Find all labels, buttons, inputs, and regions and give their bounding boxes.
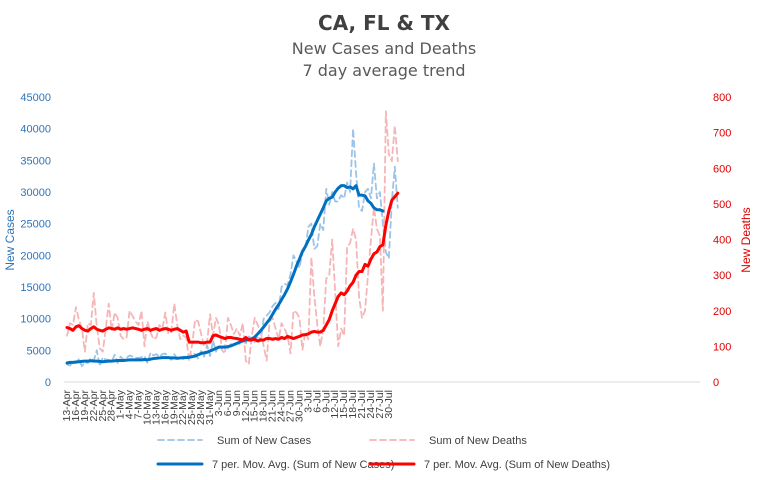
- y-left-tick-label: 5000: [27, 345, 51, 357]
- x-tick-label: 27-Jun: [285, 390, 297, 422]
- y-right-tick-label: 400: [713, 235, 731, 247]
- y-right-tick-label: 500: [713, 199, 731, 211]
- y-left-tick-label: 20000: [20, 250, 51, 262]
- plot-area: 0500010000150002000025000300003500040000…: [20, 92, 731, 425]
- y-right-tick-label: 100: [713, 341, 731, 353]
- legend: Sum of New Cases Sum of New Deaths 7 per. …: [156, 435, 610, 471]
- x-tick-label: 13-Apr: [61, 389, 73, 421]
- x-tick-label: 30-Jun: [293, 390, 305, 422]
- x-tick-label: 22-May: [177, 389, 189, 425]
- x-tick-label: 16-Apr: [70, 389, 82, 421]
- legend-label: 7 per. Mov. Avg. (Sum of New Deaths): [424, 459, 610, 471]
- 7-per-mov-avg-sum-of-new-deaths-line: [65, 191, 400, 345]
- x-tick-label: 31-May: [204, 389, 216, 425]
- y-left-tick-label: 45000: [20, 92, 51, 104]
- x-tick-label: 6-Jul: [311, 390, 323, 413]
- legend-label: 7 per. Mov. Avg. (Sum of New Cases): [212, 459, 394, 471]
- y-right-tick-label: 200: [713, 306, 731, 318]
- sum-of-new-deaths-line: [66, 110, 399, 366]
- x-tick-label: 3-Jul: [302, 390, 314, 413]
- x-tick-label: 13-May: [150, 389, 162, 425]
- x-tick-label: 4-May: [124, 389, 136, 419]
- y-left-tick-label: 10000: [20, 314, 51, 326]
- x-tick-label: 21-Jul: [356, 390, 368, 419]
- x-tick-label: 16-May: [159, 389, 171, 425]
- y-right-tick-label: 0: [713, 377, 719, 389]
- y-right-tick-label: 700: [713, 128, 731, 140]
- x-tick-label: 27-Jul: [374, 390, 386, 419]
- x-tick-label: 9-Jun: [231, 390, 243, 416]
- y-left-tick-label: 15000: [20, 282, 51, 294]
- x-tick-label: 24-Jul: [365, 390, 377, 419]
- y-right-tick-label: 800: [713, 92, 731, 104]
- y-axis-right-title: New Deaths: [739, 207, 753, 272]
- y-right-tick-label: 300: [713, 270, 731, 282]
- x-tick-label: 18-Jun: [258, 390, 270, 422]
- y-left-tick-label: 0: [45, 377, 51, 389]
- x-tick-label: 12-Jun: [240, 390, 252, 422]
- x-tick-label: 25-Apr: [97, 389, 109, 421]
- chart-subtitle-line-2: 7 day average trend: [302, 61, 465, 80]
- x-tick-label: 22-Apr: [88, 389, 100, 421]
- legend-label: Sum of New Deaths: [429, 435, 527, 447]
- x-tick-label: 7-May: [133, 389, 145, 419]
- x-tick-label: 6-Jun: [222, 390, 234, 416]
- legend-label: Sum of New Cases: [217, 435, 312, 447]
- x-tick-label: 10-May: [141, 389, 153, 425]
- y-axis-left-title: New Cases: [3, 209, 17, 270]
- x-tick-label: 12-Jul: [329, 390, 341, 419]
- x-tick-label: 18-Jul: [347, 390, 359, 419]
- y-left-tick-label: 30000: [20, 187, 51, 199]
- x-tick-label: 30-Jul: [383, 390, 395, 419]
- chart-title: CA, FL & TX: [318, 11, 451, 35]
- y-left-tick-label: 40000: [20, 124, 51, 136]
- y-left-tick-label: 35000: [20, 155, 51, 167]
- y-left-tick-label: 25000: [20, 219, 51, 231]
- chart-subtitle-line-1: New Cases and Deaths: [292, 39, 476, 58]
- sum-of-new-cases-line: [66, 127, 399, 368]
- x-tick-label: 15-Jul: [338, 390, 350, 419]
- x-tick-label: 1-May: [115, 389, 127, 419]
- x-tick-label: 19-May: [168, 389, 180, 425]
- y-right-tick-label: 600: [713, 163, 731, 175]
- x-tick-label: 21-Jun: [267, 390, 279, 422]
- x-tick-label: 28-May: [195, 389, 207, 425]
- x-tick-label: 3-Jun: [213, 390, 225, 416]
- x-tick-label: 24-Jun: [276, 390, 288, 422]
- x-tick-label: 19-Apr: [79, 389, 91, 421]
- 7-per-mov-avg-sum-of-new-cases-line: [65, 184, 385, 365]
- x-tick-label: 15-Jun: [249, 390, 261, 422]
- x-tick-label: 9-Jul: [320, 390, 332, 413]
- x-tick-label: 28-Apr: [106, 389, 118, 421]
- x-tick-label: 25-May: [186, 389, 198, 425]
